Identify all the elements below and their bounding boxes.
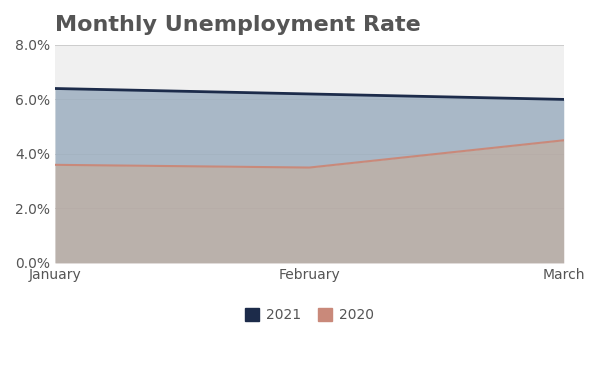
Legend: 2021, 2020: 2021, 2020: [239, 303, 379, 328]
Text: Monthly Unemployment Rate: Monthly Unemployment Rate: [55, 15, 421, 35]
